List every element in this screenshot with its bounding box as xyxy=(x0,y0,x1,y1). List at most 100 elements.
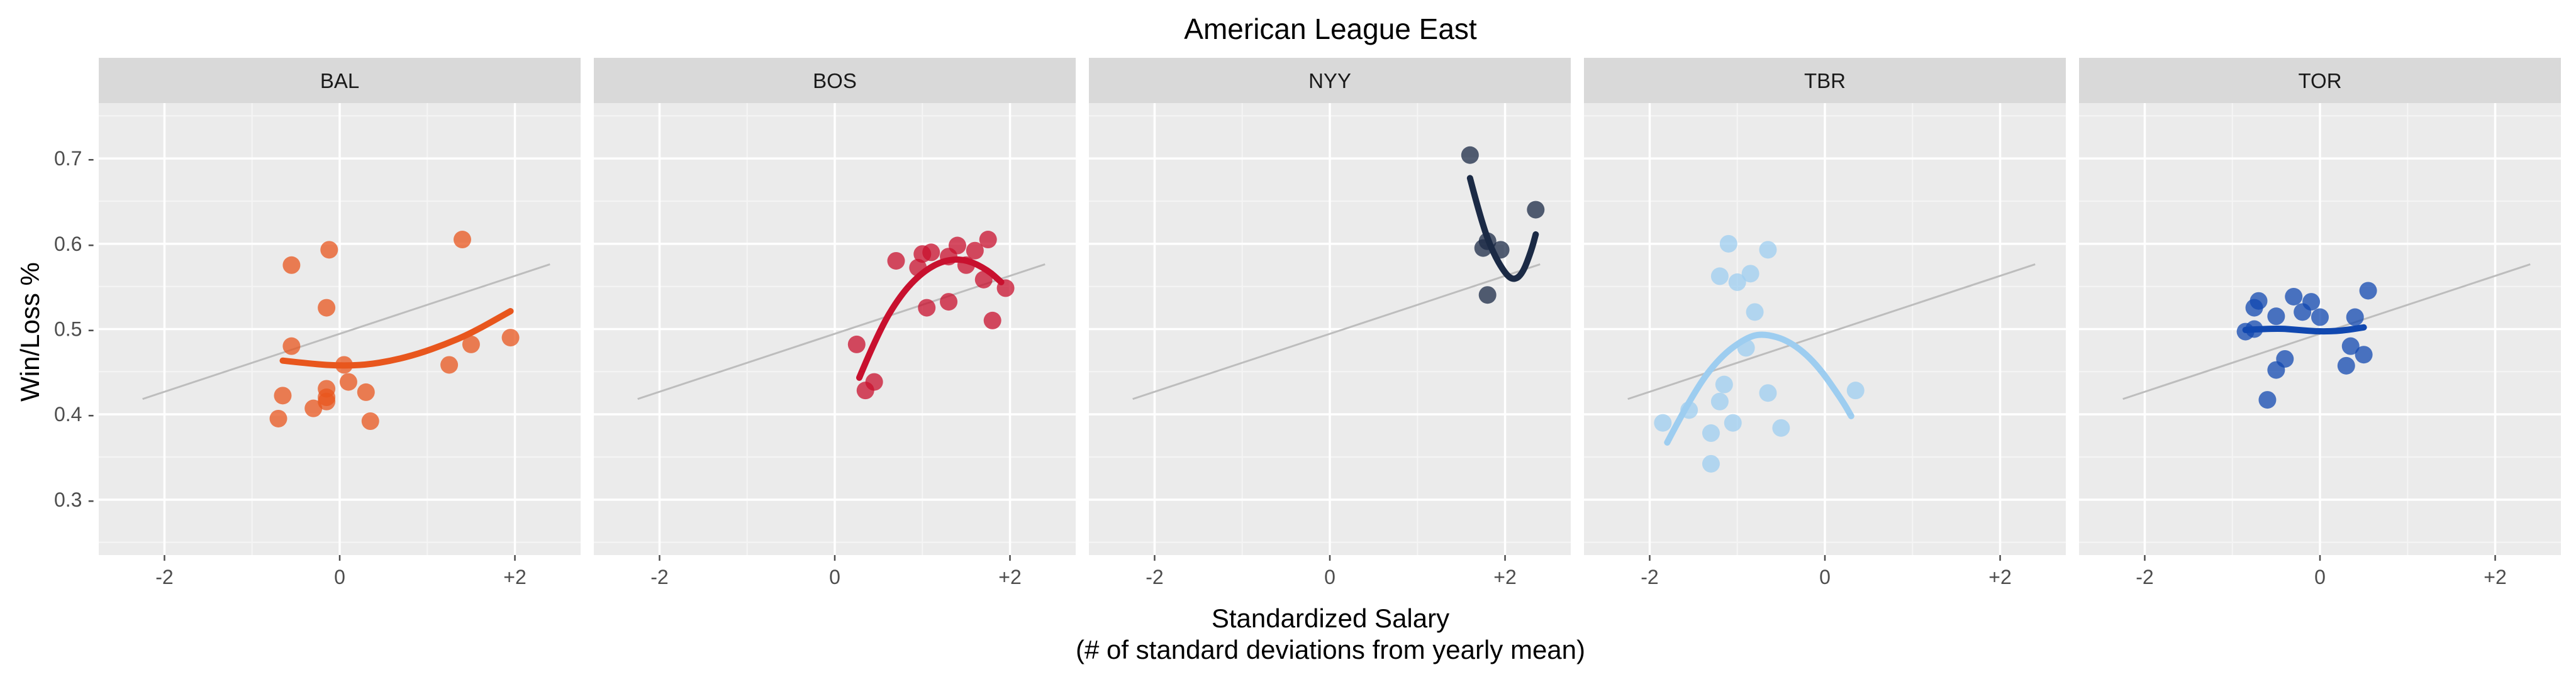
data-point xyxy=(1728,273,1746,291)
fit-curve xyxy=(2242,324,2367,335)
data-point xyxy=(1846,382,1865,400)
data-point xyxy=(2337,356,2355,375)
data-point xyxy=(2294,303,2312,321)
facet-panel-nyy: NYY -2 0 +2 xyxy=(1089,58,1571,588)
y-tick-label: 0.7 - xyxy=(54,147,94,170)
facet-strip-label: BOS xyxy=(813,69,857,92)
data-point xyxy=(453,231,471,249)
data-point xyxy=(1702,454,1720,473)
y-tick-label: 0.6 - xyxy=(54,233,94,255)
x-tick-label: 0 xyxy=(334,566,345,588)
fit-curve xyxy=(279,308,514,369)
facet-strip xyxy=(99,58,581,103)
data-point xyxy=(2359,282,2377,300)
x-tick-label: -2 xyxy=(650,566,668,588)
data-point xyxy=(1772,419,1790,437)
data-point xyxy=(1710,392,1729,410)
x-tick-label: +2 xyxy=(503,566,526,588)
data-point xyxy=(983,311,1001,329)
data-point xyxy=(2341,337,2360,355)
facet-strip-label: TBR xyxy=(1804,69,1846,92)
x-tick-label: -2 xyxy=(1641,566,1658,588)
data-point xyxy=(2355,346,2373,364)
data-point xyxy=(462,335,480,353)
y-tick-label: 0.4 - xyxy=(54,403,94,426)
data-point xyxy=(440,356,459,374)
x-tick-label: +2 xyxy=(1493,566,1516,588)
data-point xyxy=(940,293,958,311)
facet-strip xyxy=(2079,58,2561,103)
data-point xyxy=(320,241,338,259)
data-point xyxy=(2258,391,2277,409)
x-tick-label: +2 xyxy=(2484,566,2506,588)
data-point xyxy=(274,387,292,405)
data-point xyxy=(1478,286,1497,304)
data-point xyxy=(918,299,936,317)
data-point xyxy=(1759,384,1777,402)
data-point xyxy=(887,251,905,270)
data-point xyxy=(282,337,301,355)
reference-line xyxy=(637,263,1045,400)
data-point xyxy=(361,412,379,431)
data-point xyxy=(966,241,984,260)
y-tick-label: 0.3 - xyxy=(54,488,94,511)
x-tick-label: -2 xyxy=(2136,566,2153,588)
x-axis-label-line2: (# of standard deviations from yearly me… xyxy=(1076,635,1585,664)
data-point xyxy=(2245,299,2263,317)
data-point xyxy=(1741,265,1759,283)
facet-strip xyxy=(1089,58,1571,103)
data-point xyxy=(2267,307,2285,326)
x-axis-label-line1: Standardized Salary xyxy=(1212,603,1449,633)
data-point xyxy=(1702,424,1720,443)
x-tick-label: -2 xyxy=(155,566,173,588)
y-tick-label: 0.5 - xyxy=(54,318,94,341)
data-point xyxy=(318,299,336,317)
facet-panel-bos: BOS -2 0 +2 xyxy=(594,58,1076,588)
data-point xyxy=(974,270,993,289)
facet-strip xyxy=(1584,58,2066,103)
data-point xyxy=(2311,308,2329,326)
data-point xyxy=(501,329,520,347)
data-point xyxy=(979,231,997,249)
data-point xyxy=(1746,303,1764,321)
x-tick-label: +2 xyxy=(998,566,1021,588)
data-point xyxy=(339,373,357,391)
data-point xyxy=(1715,375,1733,394)
data-point xyxy=(318,392,336,410)
x-tick-label: 0 xyxy=(1324,566,1335,588)
data-point xyxy=(1724,414,1742,432)
data-point xyxy=(1461,146,1479,164)
fit-curve xyxy=(1664,331,1854,446)
reference-line xyxy=(1627,263,2036,400)
data-point xyxy=(304,399,323,417)
x-tick-label: +2 xyxy=(1988,566,2011,588)
data-point xyxy=(847,335,866,353)
x-tick-label: 0 xyxy=(2314,566,2326,588)
y-axis-label: Win/Loss % xyxy=(15,262,45,402)
data-point xyxy=(2267,361,2285,379)
facet-panel-bal: BAL -2 0 +2 xyxy=(99,58,581,588)
data-point xyxy=(1759,241,1777,259)
reference-line xyxy=(142,263,550,400)
facet-strip-label: BAL xyxy=(320,69,359,92)
data-point xyxy=(1527,201,1545,219)
data-point xyxy=(1654,414,1672,432)
data-point xyxy=(282,256,301,274)
data-point xyxy=(1719,234,1737,253)
facet-strip-label: NYY xyxy=(1308,69,1351,92)
data-point xyxy=(922,243,940,261)
data-point xyxy=(1710,267,1729,285)
facet-strip-label: TOR xyxy=(2298,69,2341,92)
fit-curve xyxy=(1466,175,1539,282)
data-point xyxy=(357,383,375,401)
chart-title: American League East xyxy=(1184,13,1477,45)
reference-line xyxy=(1132,263,1541,400)
x-tick-label: 0 xyxy=(829,566,840,588)
facet-panel-tor: TOR -2 0 +2 xyxy=(2079,58,2561,588)
facet-strip xyxy=(594,58,1076,103)
x-tick-label: 0 xyxy=(1819,566,1831,588)
data-point xyxy=(2346,308,2364,326)
data-point xyxy=(269,409,287,427)
x-tick-label: -2 xyxy=(1146,566,1163,588)
